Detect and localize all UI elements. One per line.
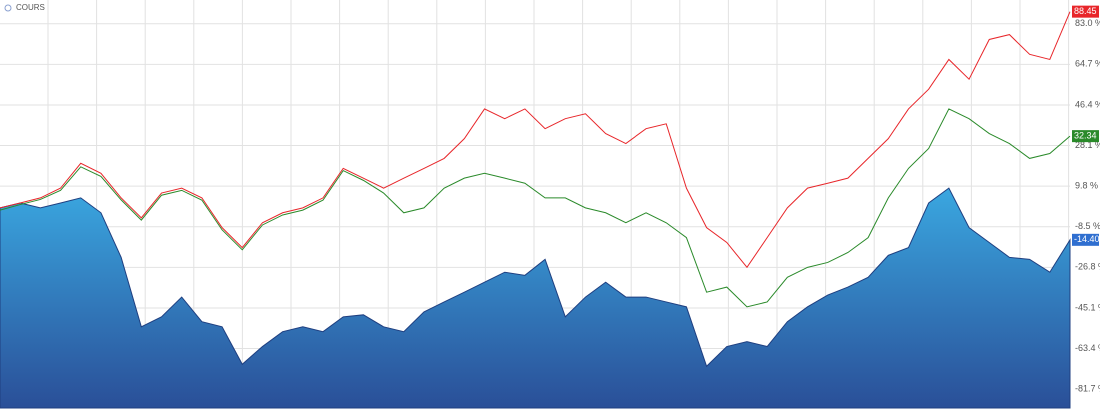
legend-icon[interactable] xyxy=(4,4,12,12)
legend-label[interactable]: COURS xyxy=(16,3,45,12)
y-tick-label: 83.0 % xyxy=(1075,18,1100,28)
line xyxy=(0,108,1071,308)
y-tick-label: 28.1 % xyxy=(1075,140,1100,150)
y-tick-label: 46.4 % xyxy=(1075,99,1100,109)
last-value-label: 32.34 xyxy=(1074,131,1097,141)
last-value-label: 88.45 xyxy=(1074,6,1097,16)
area xyxy=(0,187,1071,409)
last-value-label: -14.40 xyxy=(1074,234,1100,244)
y-tick-label: 64.7 % xyxy=(1075,59,1100,69)
last-value-badge xyxy=(1072,130,1099,143)
y-tick-label: -45.1 % xyxy=(1075,302,1100,312)
y-tick-label: 9.8 % xyxy=(1075,181,1098,191)
y-tick-label: -26.8 % xyxy=(1075,262,1100,272)
y-tick-label: -63.4 % xyxy=(1075,343,1100,353)
last-value-badge xyxy=(1072,5,1099,18)
line xyxy=(0,11,1071,269)
y-tick-label: -8.5 % xyxy=(1075,221,1100,231)
last-value-badge xyxy=(1072,233,1099,246)
y-tick-label: -81.7 % xyxy=(1075,384,1100,394)
